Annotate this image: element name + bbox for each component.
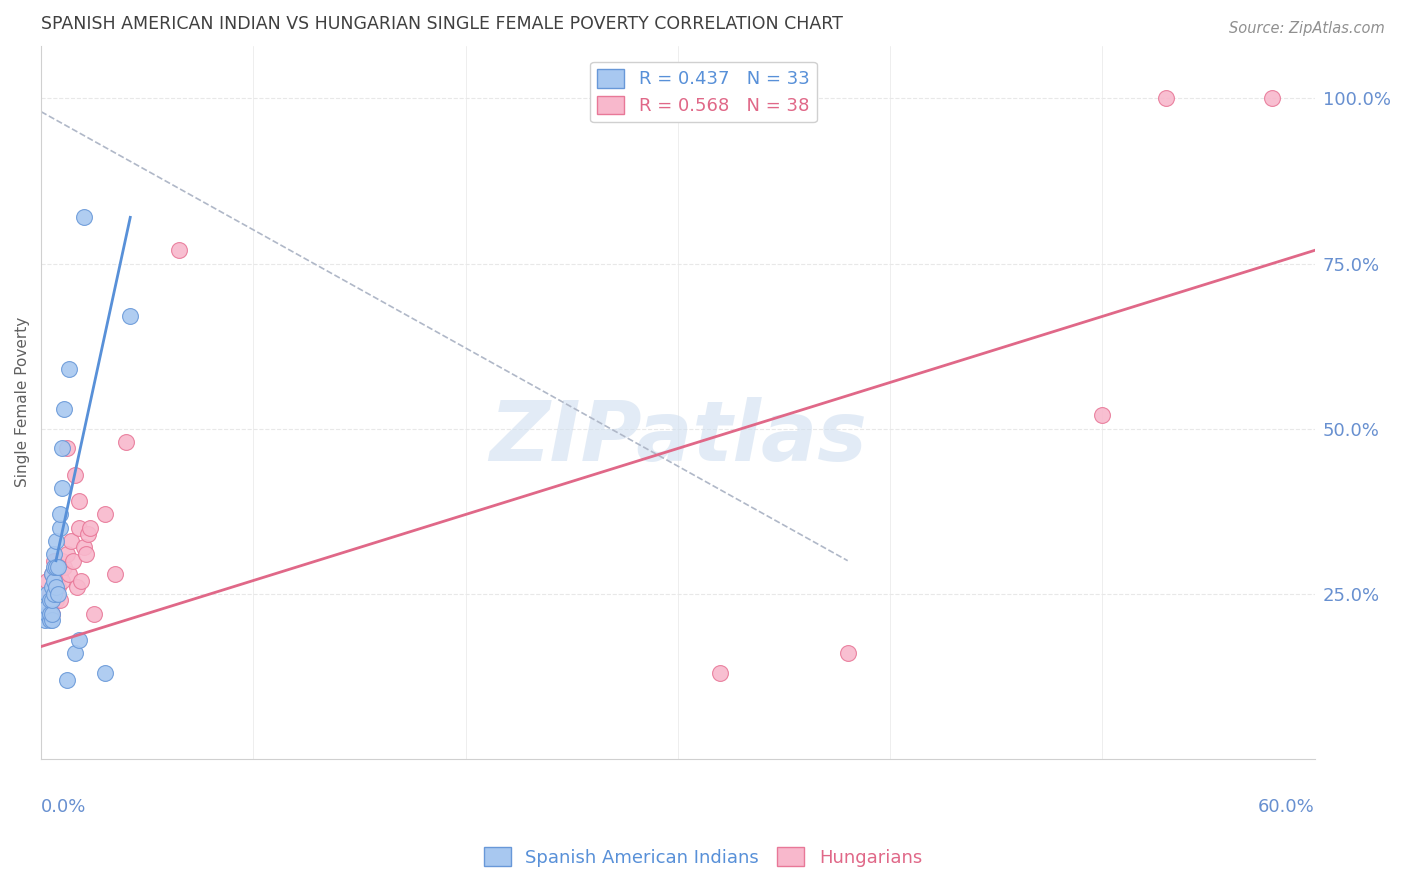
Point — [41, 593, 63, 607]
Point — [38, 587, 60, 601]
Text: 60.0%: 60.0% — [1258, 798, 1315, 816]
Point — [42, 547, 65, 561]
Point — [45, 580, 67, 594]
Point — [79, 521, 101, 535]
Text: ZIPatlas: ZIPatlas — [489, 397, 868, 478]
Text: SPANISH AMERICAN INDIAN VS HUNGARIAN SINGLE FEMALE POVERTY CORRELATION CHART: SPANISH AMERICAN INDIAN VS HUNGARIAN SIN… — [41, 15, 844, 33]
Point — [94, 508, 117, 522]
Point — [45, 580, 67, 594]
Point — [46, 580, 69, 594]
Point — [41, 580, 63, 594]
Point — [837, 646, 859, 660]
Point — [49, 508, 72, 522]
Point — [72, 211, 94, 225]
Point — [49, 566, 72, 581]
Point — [34, 613, 56, 627]
Point — [1091, 409, 1114, 423]
Point — [63, 467, 86, 482]
Point — [41, 566, 63, 581]
Point — [59, 533, 82, 548]
Point — [42, 554, 65, 568]
Point — [167, 244, 190, 258]
Legend: Spanish American Indians, Hungarians: Spanish American Indians, Hungarians — [477, 840, 929, 874]
Point — [75, 547, 97, 561]
Point — [45, 560, 67, 574]
Point — [42, 574, 65, 588]
Point — [41, 607, 63, 621]
Point — [1261, 91, 1284, 105]
Point — [51, 574, 73, 588]
Point — [55, 547, 77, 561]
Point — [37, 607, 59, 621]
Legend: R = 0.437   N = 33, R = 0.568   N = 38: R = 0.437 N = 33, R = 0.568 N = 38 — [591, 62, 817, 122]
Point — [37, 599, 59, 614]
Point — [41, 613, 63, 627]
Point — [38, 607, 60, 621]
Point — [51, 481, 73, 495]
Point — [45, 533, 67, 548]
Point — [38, 593, 60, 607]
Point — [49, 521, 72, 535]
Point — [42, 587, 65, 601]
Text: 0.0%: 0.0% — [41, 798, 87, 816]
Text: Source: ZipAtlas.com: Source: ZipAtlas.com — [1229, 21, 1385, 36]
Point — [76, 527, 98, 541]
Point — [66, 580, 89, 594]
Point — [42, 593, 65, 607]
Point — [67, 494, 90, 508]
Point — [45, 593, 67, 607]
Point — [51, 442, 73, 456]
Point — [38, 613, 60, 627]
Point — [70, 574, 93, 588]
Point — [46, 560, 69, 574]
Point — [94, 665, 117, 680]
Point — [104, 566, 127, 581]
Point — [49, 593, 72, 607]
Point — [55, 673, 77, 687]
Point — [709, 665, 731, 680]
Point — [1154, 91, 1177, 105]
Point — [83, 607, 105, 621]
Point — [115, 434, 138, 449]
Point — [55, 442, 77, 456]
Point — [37, 574, 59, 588]
Y-axis label: Single Female Poverty: Single Female Poverty — [15, 317, 30, 487]
Point — [42, 560, 65, 574]
Point — [41, 566, 63, 581]
Point — [120, 310, 142, 324]
Point — [63, 646, 86, 660]
Point — [37, 587, 59, 601]
Point — [58, 362, 80, 376]
Point — [67, 632, 90, 647]
Point — [53, 560, 76, 574]
Point — [41, 607, 63, 621]
Point — [62, 554, 84, 568]
Point — [72, 541, 94, 555]
Point — [51, 554, 73, 568]
Point — [58, 566, 80, 581]
Point — [53, 401, 76, 416]
Point — [46, 587, 69, 601]
Point — [67, 521, 90, 535]
